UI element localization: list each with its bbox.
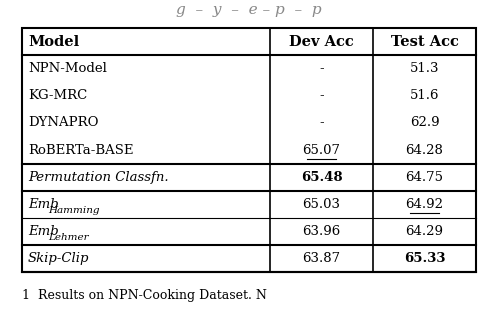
Text: KG-MRC: KG-MRC — [28, 89, 87, 102]
Text: 65.33: 65.33 — [404, 252, 445, 265]
Text: 51.6: 51.6 — [410, 89, 439, 102]
Text: Test Acc: Test Acc — [390, 35, 459, 49]
Text: 51.3: 51.3 — [410, 62, 439, 75]
Text: Skip-Clip: Skip-Clip — [28, 252, 90, 265]
Text: 64.29: 64.29 — [405, 225, 444, 238]
Text: -: - — [319, 116, 324, 129]
Bar — [22, 28, 476, 272]
Text: 1  Results on NPN-Cooking Dataset. N: 1 Results on NPN-Cooking Dataset. N — [22, 289, 267, 301]
Text: RoBERTa-BASE: RoBERTa-BASE — [28, 144, 133, 157]
Text: Dev Acc: Dev Acc — [289, 35, 354, 49]
Text: 63.87: 63.87 — [302, 252, 341, 265]
Text: 64.28: 64.28 — [405, 144, 443, 157]
Text: -: - — [319, 62, 324, 75]
Text: 62.9: 62.9 — [410, 116, 439, 129]
Text: NPN-Model: NPN-Model — [28, 62, 107, 75]
Text: Permutation Classfn.: Permutation Classfn. — [28, 171, 169, 183]
Text: g  –  y  –  e – p  –  p: g – y – e – p – p — [176, 3, 322, 17]
Text: 63.96: 63.96 — [302, 225, 341, 238]
Text: Emb: Emb — [28, 198, 59, 211]
Text: 65.07: 65.07 — [302, 144, 341, 157]
Text: 65.03: 65.03 — [302, 198, 341, 211]
Text: Model: Model — [28, 35, 79, 49]
Text: 64.75: 64.75 — [405, 171, 444, 183]
Text: DYNAPRO: DYNAPRO — [28, 116, 99, 129]
Text: Lehmer: Lehmer — [48, 233, 89, 242]
Text: Hamming: Hamming — [48, 206, 100, 215]
Text: -: - — [319, 89, 324, 102]
Text: Emb: Emb — [28, 225, 59, 238]
Text: 64.92: 64.92 — [405, 198, 444, 211]
Text: 65.48: 65.48 — [301, 171, 342, 183]
